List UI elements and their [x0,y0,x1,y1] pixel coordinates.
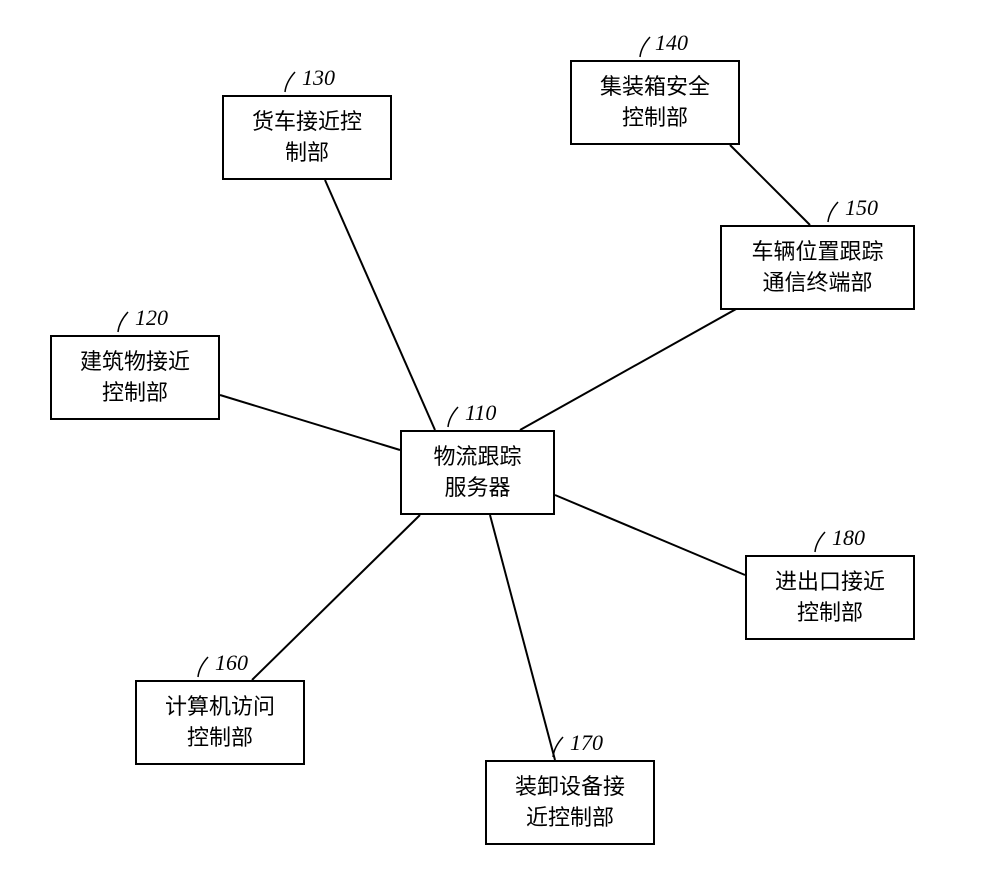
node-label-line1: 车辆位置跟踪 [751,237,883,268]
node-ref-label-130: 130 [302,65,335,91]
node-label-line1: 集装箱安全 [600,72,710,103]
node-110: 物流跟踪服务器 [400,430,555,515]
node-label-line1: 计算机访问 [165,692,275,723]
label-tick-140 [640,37,650,57]
node-140: 集装箱安全控制部 [570,60,740,145]
node-ref-label-120: 120 [135,305,168,331]
label-tick-170 [553,737,563,757]
node-ref-label-180: 180 [832,525,865,551]
node-160: 计算机访问控制部 [135,680,305,765]
node-label-line1: 货车接近控 [252,107,362,138]
edge-n110-n180 [555,495,745,575]
edge-n110-n120 [220,395,400,450]
edge-n110-n160 [252,515,420,680]
node-ref-label-150: 150 [845,195,878,221]
node-180: 进出口接近控制部 [745,555,915,640]
label-tick-130 [285,72,295,92]
node-label-line1: 进出口接近 [775,567,885,598]
edge-n110-n170 [490,515,555,760]
node-label-line2: 控制部 [165,723,275,754]
node-label-line2: 控制部 [600,103,710,134]
node-150: 车辆位置跟踪通信终端部 [720,225,915,310]
label-tick-160 [198,657,208,677]
edge-n140-n150 [730,145,810,225]
node-label-line2: 控制部 [775,598,885,629]
node-ref-label-140: 140 [655,30,688,56]
node-170: 装卸设备接近控制部 [485,760,655,845]
label-tick-120 [118,312,128,332]
node-label-line2: 控制部 [80,378,190,409]
node-120: 建筑物接近控制部 [50,335,220,420]
network-diagram: 物流跟踪服务器110建筑物接近控制部120货车接近控制部130集装箱安全控制部1… [0,0,1000,884]
node-ref-label-170: 170 [570,730,603,756]
node-ref-label-110: 110 [465,400,496,426]
edge-n110-n150 [520,290,770,430]
node-label-line1: 装卸设备接 [515,772,625,803]
node-label-line2: 通信终端部 [751,268,883,299]
node-label-line2: 制部 [252,138,362,169]
node-label-line2: 服务器 [433,473,521,504]
label-tick-180 [815,532,825,552]
label-tick-150 [828,202,838,222]
node-label-line1: 物流跟踪 [433,442,521,473]
node-130: 货车接近控制部 [222,95,392,180]
node-label-line2: 近控制部 [515,803,625,834]
edge-n110-n130 [325,180,435,430]
node-label-line1: 建筑物接近 [80,347,190,378]
label-tick-110 [448,407,458,427]
node-ref-label-160: 160 [215,650,248,676]
